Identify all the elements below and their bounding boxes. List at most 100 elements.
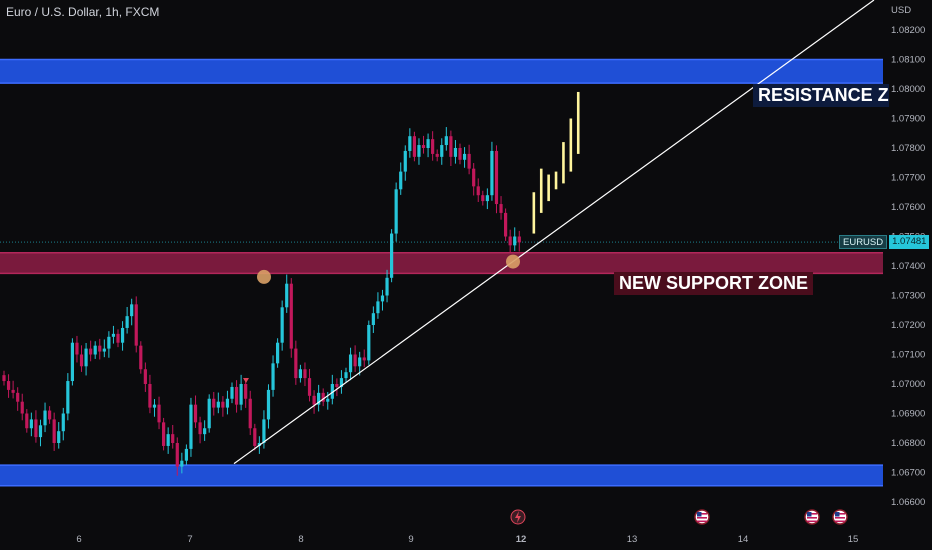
- forecast-bar: [562, 142, 565, 184]
- x-tick-label: 15: [848, 534, 859, 545]
- bearish-candle: [289, 283, 293, 349]
- support-zone-label: NEW SUPPORT ZONE: [614, 272, 814, 295]
- bearish-candle: [148, 384, 152, 408]
- signal-arrow-icon: [243, 378, 249, 383]
- bullish-candle: [102, 348, 106, 352]
- bearish-candle: [6, 381, 11, 390]
- stripe: [807, 520, 817, 523]
- y-tick-label: 1.08100: [891, 55, 925, 66]
- y-tick-label: 1.08000: [891, 84, 925, 95]
- lightning-icon: [510, 509, 526, 525]
- stripe: [835, 517, 845, 519]
- y-tick-label: 1.06900: [891, 409, 925, 420]
- bearish-candle: [244, 384, 248, 399]
- bullish-candle: [180, 460, 184, 467]
- resistance-zone: [0, 59, 883, 84]
- bullish-candle: [417, 145, 421, 157]
- bullish-candle: [440, 145, 444, 157]
- bullish-candle: [257, 443, 261, 446]
- lower-support-zone: [0, 465, 883, 486]
- bearish-candle: [212, 398, 216, 408]
- x-tick-label: 7: [187, 534, 192, 545]
- bearish-candle: [435, 153, 439, 157]
- bullish-candle: [462, 153, 467, 160]
- bearish-candle: [476, 186, 480, 196]
- bullish-candle: [344, 372, 348, 379]
- bearish-candle: [467, 153, 471, 169]
- bearish-candle: [116, 333, 120, 343]
- forecast-bar: [569, 118, 573, 172]
- y-tick-label: 1.07000: [891, 379, 925, 390]
- bullish-candle: [276, 342, 280, 364]
- bearish-candle: [335, 384, 339, 387]
- bullish-candle: [408, 136, 412, 151]
- bullish-candle: [285, 283, 289, 308]
- bearish-candle: [143, 369, 147, 384]
- x-tick-label: 9: [408, 534, 413, 545]
- bullish-candle: [203, 428, 207, 435]
- bullish-candle: [280, 307, 284, 343]
- last-price-tag: EURUSD 1.07481: [839, 235, 930, 249]
- bullish-candle: [262, 419, 266, 443]
- bullish-candle: [57, 431, 61, 443]
- canton: [835, 512, 840, 517]
- stripe: [697, 520, 707, 523]
- bearish-candle: [89, 348, 93, 355]
- bullish-candle: [216, 401, 220, 408]
- bullish-candle: [66, 381, 70, 414]
- bearish-candle: [198, 422, 202, 435]
- trendline[interactable]: [233, 0, 875, 465]
- bearish-candle: [2, 375, 6, 382]
- bearish-candle: [139, 345, 143, 370]
- y-tick-label: 1.07900: [891, 114, 925, 125]
- bearish-candle: [517, 236, 521, 243]
- y-tick-label: 1.07100: [891, 350, 925, 361]
- forecast-bar: [532, 192, 536, 234]
- bearish-candle: [494, 150, 499, 205]
- bullish-candle: [239, 384, 243, 405]
- bearish-candle: [321, 392, 325, 402]
- bullish-candle: [107, 336, 111, 349]
- touch-marker: [257, 269, 271, 284]
- bullish-candle: [399, 171, 403, 190]
- bearish-candle: [134, 304, 138, 346]
- bearish-candle: [171, 434, 175, 443]
- bearish-candle: [508, 236, 512, 246]
- bearish-candle: [312, 395, 316, 405]
- bearish-candle: [431, 139, 435, 154]
- bullish-candle: [130, 304, 134, 317]
- bullish-candle: [266, 389, 271, 420]
- bearish-candle: [307, 378, 312, 396]
- bullish-candle: [166, 434, 170, 446]
- support-zone: [0, 252, 883, 274]
- x-tick-label: 6: [76, 534, 81, 545]
- bullish-candle: [61, 413, 65, 432]
- y-tick-label: 1.07200: [891, 320, 925, 331]
- bearish-candle: [253, 428, 257, 446]
- bullish-candle: [371, 313, 375, 325]
- bearish-candle: [481, 195, 485, 202]
- bearish-candle: [362, 357, 366, 361]
- x-tick-label: 13: [627, 534, 638, 545]
- bearish-candle: [11, 389, 15, 393]
- us-flag-icon: [694, 509, 710, 525]
- x-tick-label: 14: [738, 534, 749, 545]
- y-tick-label: 1.06800: [891, 438, 925, 449]
- bullish-candle: [43, 410, 47, 426]
- y-tick-label: 1.07700: [891, 173, 925, 184]
- bullish-candle: [490, 150, 494, 196]
- bullish-candle: [230, 386, 234, 399]
- bullish-candle: [403, 150, 407, 172]
- bullish-candle: [120, 327, 125, 343]
- bearish-candle: [294, 348, 298, 379]
- stripe: [807, 517, 817, 519]
- x-tick-label: 8: [298, 534, 303, 545]
- resistance-zone-label: RESISTANCE ZONE: [753, 84, 889, 107]
- bullish-candle: [394, 189, 398, 234]
- chart-title: Euro / U.S. Dollar, 1h, FXCM: [6, 5, 160, 19]
- bearish-candle: [20, 401, 24, 414]
- bullish-candle: [348, 354, 353, 373]
- bearish-candle: [421, 145, 426, 148]
- bullish-candle: [125, 316, 129, 328]
- bearish-candle: [157, 404, 161, 423]
